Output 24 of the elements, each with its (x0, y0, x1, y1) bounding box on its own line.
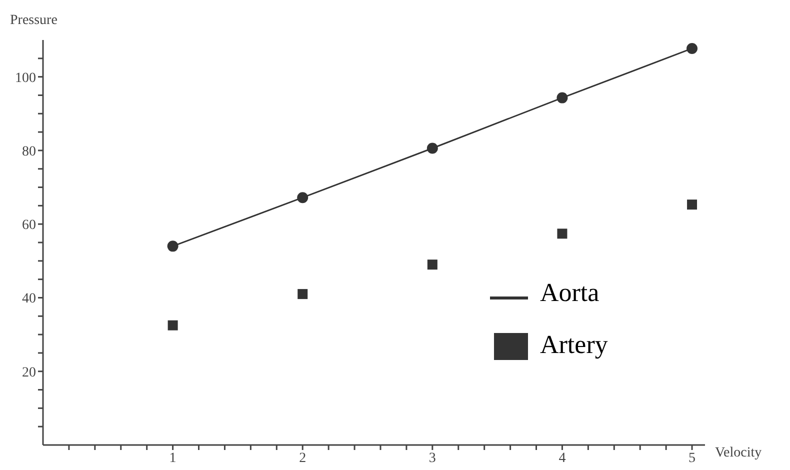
x-tick-label: 2 (299, 450, 306, 466)
legend-label: Aorta (540, 278, 600, 308)
point (168, 320, 178, 330)
point (687, 200, 698, 210)
legend-label: Artery (540, 330, 608, 360)
point (167, 240, 178, 252)
x-tick-label: 5 (688, 450, 696, 466)
point (556, 92, 568, 104)
y-axis-title: Pressure (10, 13, 58, 28)
x-tick-label: 3 (428, 450, 436, 466)
point (686, 42, 698, 54)
x-tick-label: 1 (169, 450, 176, 466)
x-axis-title: Velocity (715, 445, 762, 460)
y-tick-label: 80 (22, 144, 36, 160)
point (557, 228, 568, 239)
y-tick-label: 20 (22, 365, 36, 380)
point (298, 289, 308, 300)
y-tick-label: 40 (22, 292, 36, 307)
x-tick-label: 4 (558, 450, 566, 466)
point (297, 192, 308, 204)
y-tick-label: 100 (15, 70, 36, 86)
y-tick-label: 60 (22, 218, 36, 234)
point (427, 260, 438, 270)
point (426, 142, 438, 154)
